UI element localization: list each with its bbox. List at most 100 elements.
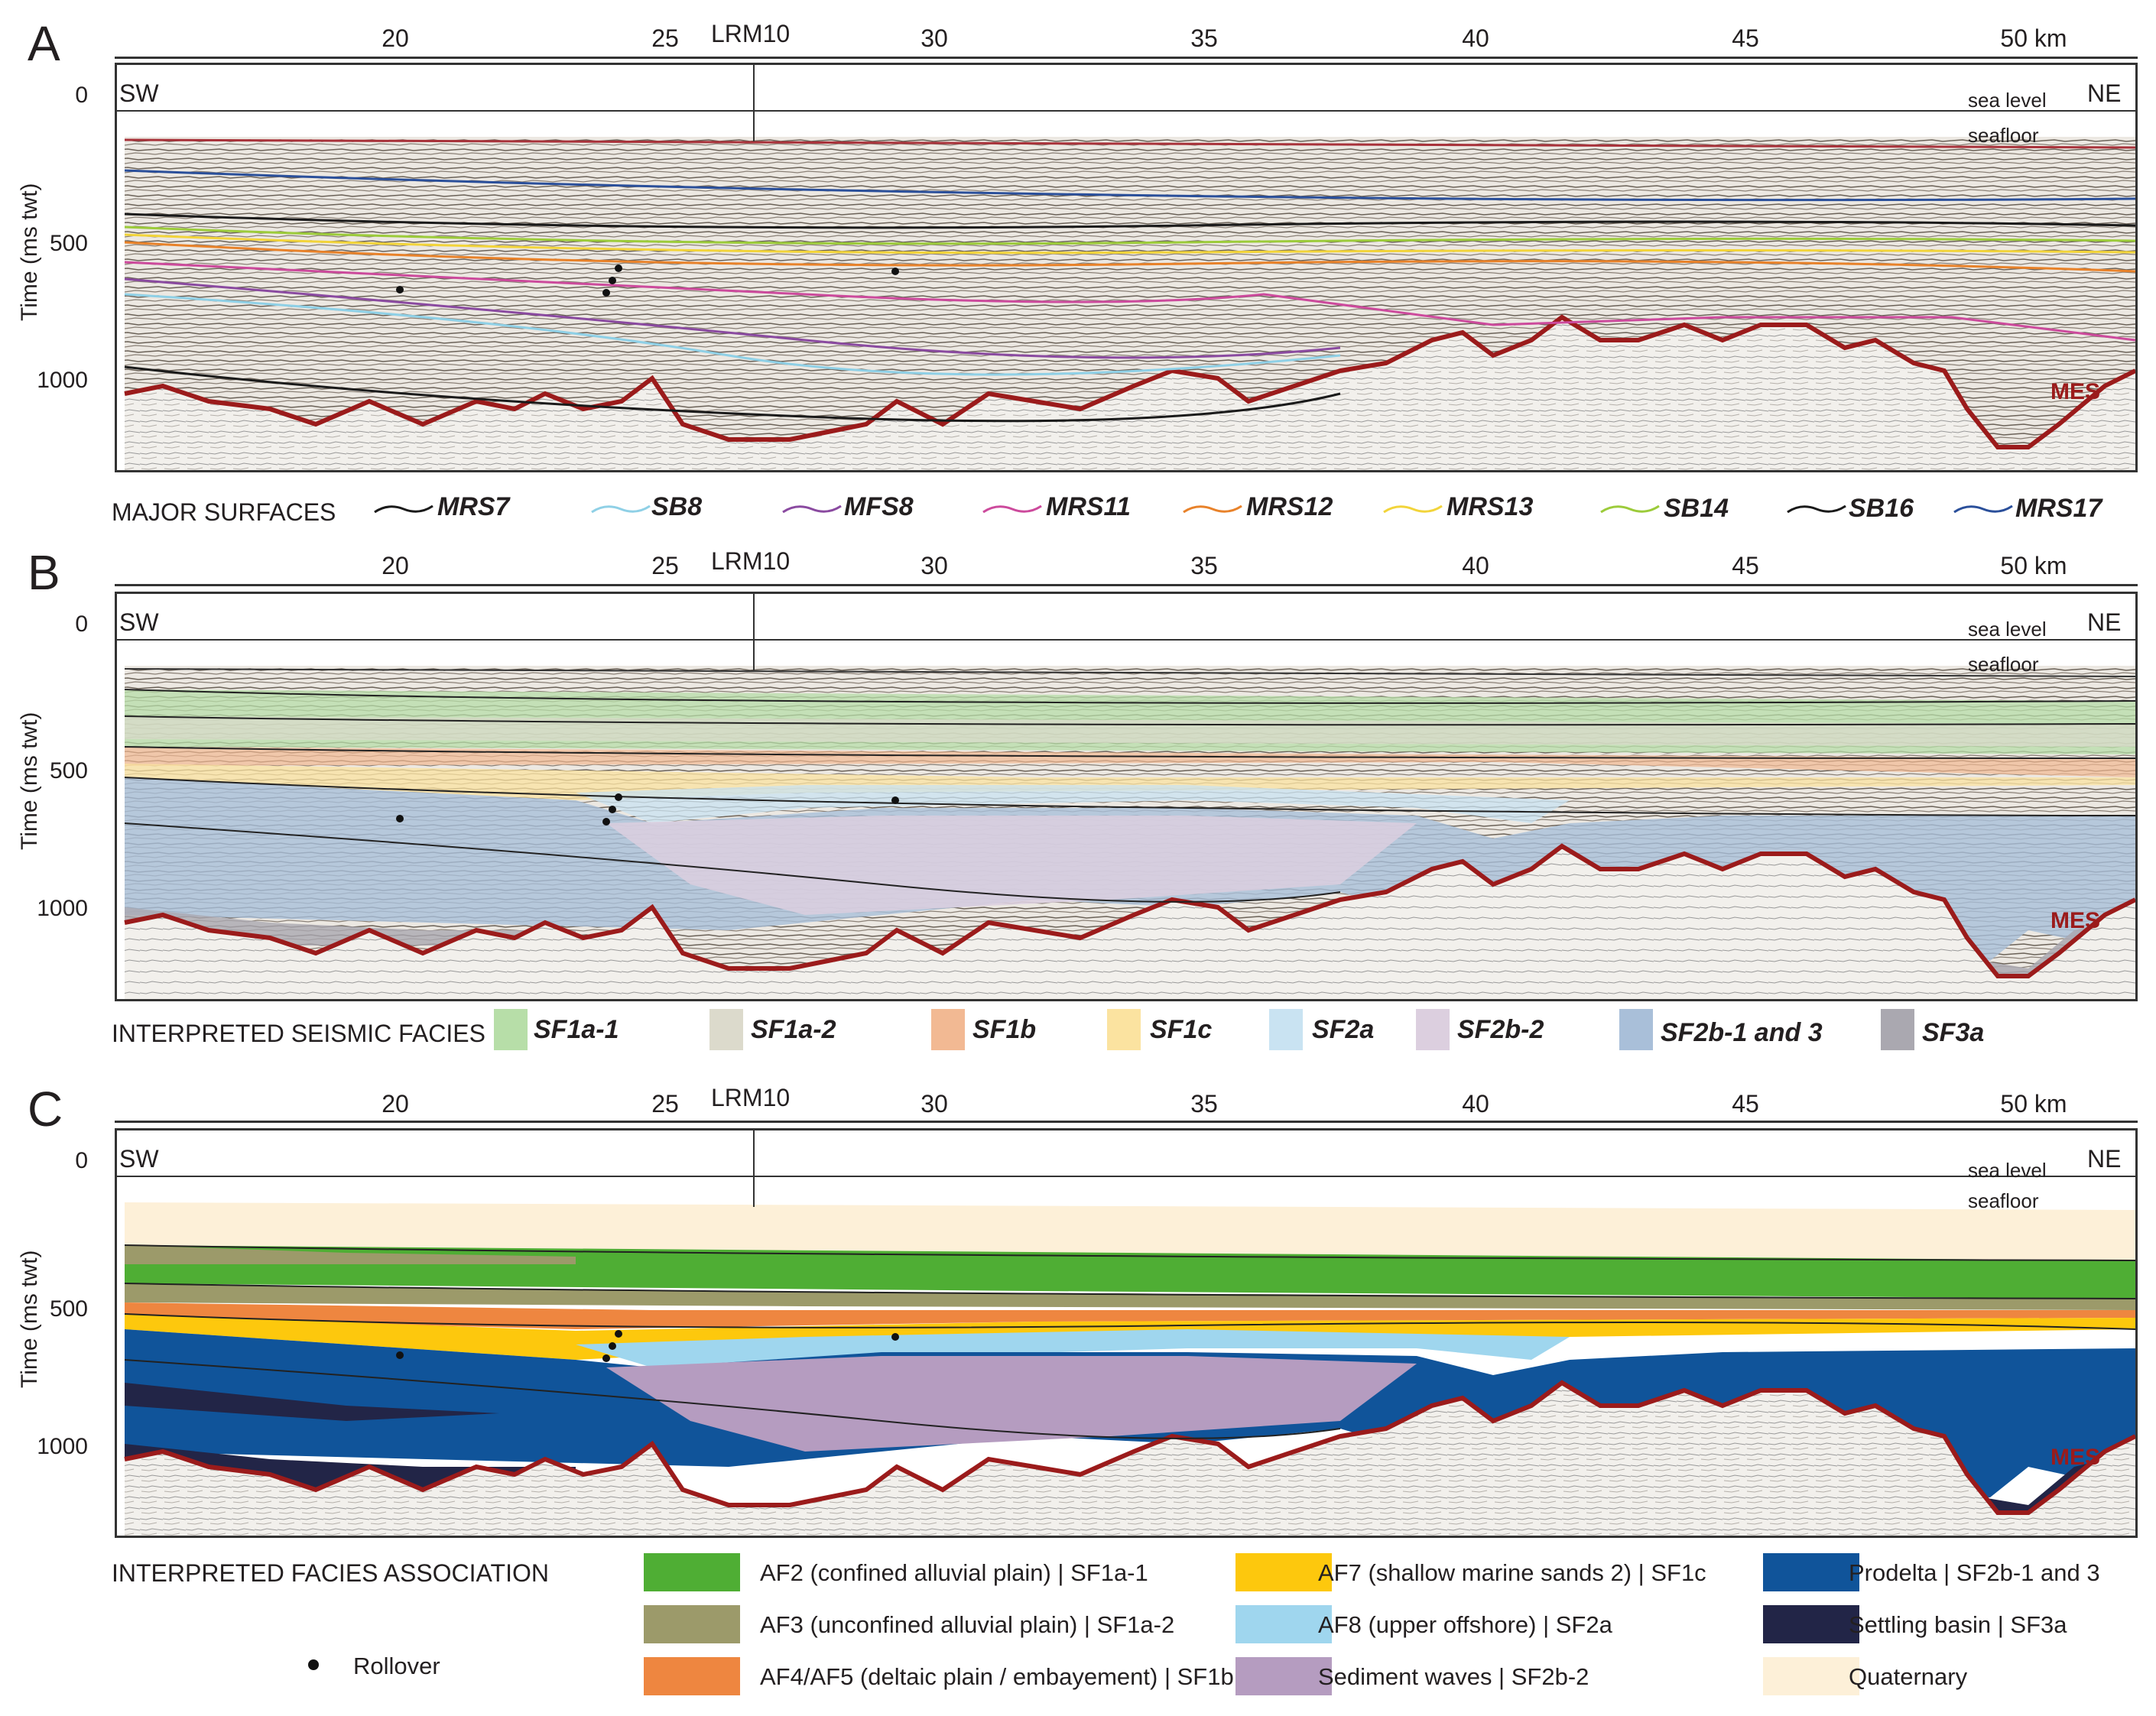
af3-swatch — [644, 1605, 740, 1643]
sf2a-swatch — [1269, 1009, 1303, 1050]
km-tick-row — [115, 1121, 2138, 1129]
km-label: 20 — [382, 1090, 409, 1118]
surface-label: MRS17 — [2015, 494, 2102, 523]
settling-basin-swatch — [1763, 1605, 1859, 1643]
ne-label: NE — [2087, 1145, 2122, 1173]
km-label: 30 — [921, 552, 948, 579]
sediment-waves-swatch — [1235, 1657, 1332, 1695]
prodelta-swatch — [1763, 1553, 1859, 1591]
facies-label: SF1a-2 — [751, 1015, 836, 1044]
mrs12-line-icon — [1183, 504, 1242, 514]
ne-label: NE — [2087, 608, 2122, 636]
facies-association-label: Sediment waves | SF2b-2 — [1318, 1663, 1589, 1690]
time-label: 0 — [75, 1148, 88, 1173]
time-label: 1000 — [37, 368, 88, 393]
quaternary-swatch — [1763, 1657, 1859, 1695]
af8-swatch — [1235, 1605, 1332, 1643]
km-tick-row — [115, 57, 2138, 65]
ne-label: NE — [2087, 79, 2122, 107]
facies-association-label: Prodelta | SF2b-1 and 3 — [1849, 1559, 2100, 1586]
facies-association-section-c — [115, 1128, 2138, 1538]
panel-letter-c: C — [28, 1082, 63, 1137]
sea-level-label: sea level — [1968, 89, 2047, 112]
sf3a-swatch — [1881, 1009, 1914, 1050]
km-label: 25 — [651, 24, 679, 52]
seismic-section-b — [115, 592, 2138, 1001]
mes-label: MES — [2050, 1445, 2101, 1470]
time-label: 1000 — [37, 896, 88, 921]
panel-letter-a: A — [28, 16, 60, 71]
km-label: 30 — [921, 1090, 948, 1118]
mrs7-line-icon — [374, 504, 433, 514]
facies-label: SF2a — [1312, 1015, 1375, 1044]
sf2b-1-and-3-swatch — [1619, 1009, 1653, 1050]
sf1b-swatch — [931, 1009, 965, 1050]
mrs11-line-icon — [982, 504, 1042, 514]
km-label: 50 km — [2000, 24, 2067, 52]
mrs17-line-icon — [1953, 504, 2013, 514]
af2-swatch — [644, 1553, 740, 1591]
facies-association-label: AF2 (confined alluvial plain) | SF1a-1 — [760, 1559, 1148, 1586]
surface-label: MRS11 — [1046, 492, 1131, 521]
sb8-line-icon — [591, 504, 651, 514]
km-label: 50 km — [2000, 1090, 2067, 1118]
km-label: 40 — [1462, 24, 1489, 52]
km-label: 40 — [1462, 552, 1489, 579]
sf1a-2-swatch — [709, 1009, 743, 1050]
km-label: 30 — [921, 24, 948, 52]
facies-association-label: AF4/AF5 (deltaic plain / embayement) | S… — [760, 1663, 1234, 1690]
seafloor-label: seafloor — [1968, 653, 2039, 676]
km-label: 45 — [1732, 24, 1759, 52]
seismic-section-a — [115, 63, 2138, 472]
km-label: 20 — [382, 24, 409, 52]
facies-label: SF1a-1 — [534, 1015, 619, 1044]
surface-label: MFS8 — [844, 492, 914, 521]
sea-level-label: sea level — [1968, 1159, 2047, 1182]
surface-label: SB16 — [1849, 494, 1914, 523]
km-label: 40 — [1462, 1090, 1489, 1118]
time-label: 500 — [49, 758, 88, 783]
km-label: 25 — [651, 552, 679, 579]
time-label: 0 — [75, 611, 88, 637]
facies-association-label: AF7 (shallow marine sands 2) | SF1c — [1318, 1559, 1706, 1586]
seismic-facies-profile-b — [117, 594, 2135, 999]
time-label: 500 — [49, 1296, 88, 1322]
sw-label: SW — [119, 608, 159, 636]
facies-association-label: Settling basin | SF3a — [1849, 1611, 2067, 1638]
time-label: 500 — [49, 231, 88, 256]
km-label: 50 km — [2000, 552, 2067, 579]
km-label: 20 — [382, 552, 409, 579]
facies-association-profile-c — [117, 1130, 2135, 1536]
surface-label: SB14 — [1664, 494, 1729, 523]
panel-letter-b: B — [28, 545, 60, 600]
seismic-profile-a — [117, 65, 2135, 470]
km-label: 25 — [651, 1090, 679, 1118]
surfaces-legend-title: MAJOR SURFACES — [112, 498, 336, 526]
sf2b-2-swatch — [1416, 1009, 1450, 1050]
mfs8-line-icon — [782, 504, 842, 514]
mes-label: MES — [2050, 379, 2101, 404]
km-tick-row — [115, 584, 2138, 592]
sf1a-1-swatch — [494, 1009, 528, 1050]
time-label: 1000 — [37, 1434, 88, 1459]
km-label: 35 — [1190, 552, 1218, 579]
surface-label: SB8 — [651, 492, 703, 521]
sea-level-label: sea level — [1968, 618, 2047, 641]
facies-association-label: Quaternary — [1849, 1663, 1968, 1690]
sw-label: SW — [119, 79, 159, 107]
facies-association-legend-title: INTERPRETED FACIES ASSOCIATION — [112, 1559, 549, 1587]
sb16-line-icon — [1787, 504, 1846, 514]
well-label: LRM10 — [711, 1084, 791, 1111]
facies-label: SF2b-2 — [1457, 1015, 1544, 1044]
mes-label: MES — [2050, 908, 2101, 933]
facies-association-label: AF3 (unconfined alluvial plain) | SF1a-2 — [760, 1611, 1175, 1638]
km-label: 45 — [1732, 1090, 1759, 1118]
facies-label: SF1b — [972, 1015, 1037, 1044]
facies-association-label: AF8 (upper offshore) | SF2a — [1318, 1611, 1612, 1638]
af4-af5-swatch — [644, 1657, 740, 1695]
surface-label: MRS12 — [1246, 492, 1333, 521]
sw-label: SW — [119, 1145, 159, 1173]
surface-label: MRS7 — [437, 492, 510, 521]
sb14-line-icon — [1600, 504, 1660, 514]
well-label: LRM10 — [711, 547, 791, 575]
